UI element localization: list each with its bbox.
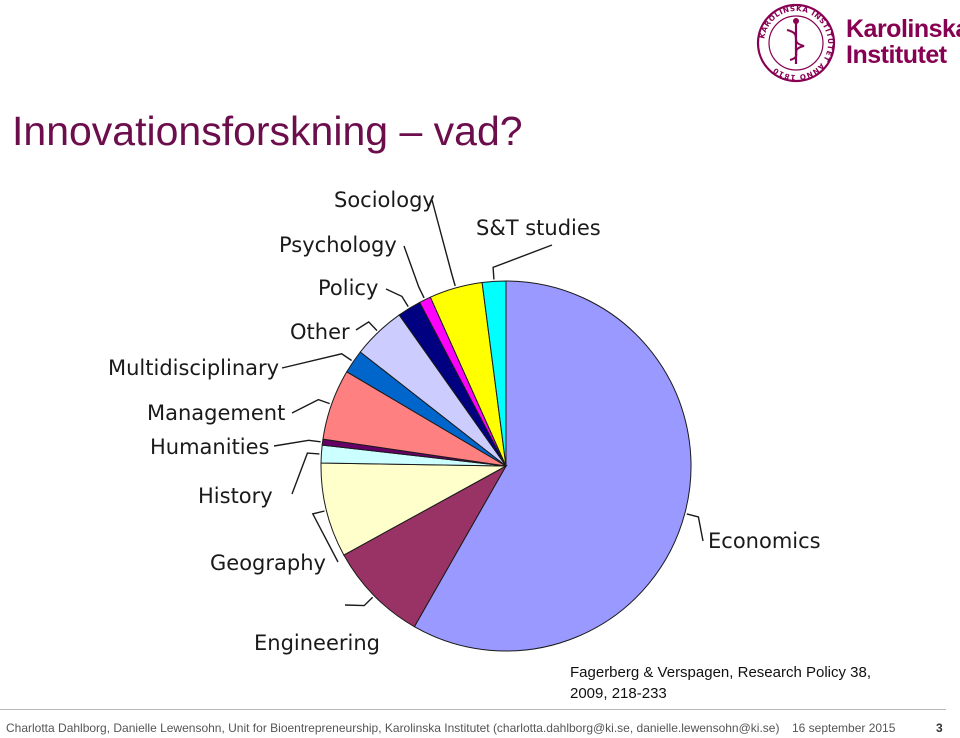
pie-slice-economics — [413, 280, 692, 652]
leader-line-s-t-studies — [492, 244, 553, 280]
pie-slice-geography — [320, 462, 508, 556]
leader-line-policy — [385, 288, 409, 307]
leader-line-geography — [311, 510, 339, 563]
pie-label-economics: Economics — [708, 529, 821, 553]
leader-line-psychology — [403, 245, 425, 299]
leader-line-other — [355, 321, 378, 332]
pie-label-engineering: Engineering — [254, 631, 380, 655]
pie-label-geography: Geography — [210, 551, 326, 575]
seal-icon: KAROLINSKA INSTITUTET ANNO 1810 — [756, 4, 836, 83]
footer-divider — [0, 709, 946, 710]
leader-line-sociology — [431, 199, 456, 287]
logo-wordmark-line2: Institutet — [846, 41, 947, 69]
leader-line-economics — [686, 513, 704, 542]
slide-title: Innovationsforskning – vad? — [12, 108, 523, 154]
leader-line-management — [291, 398, 330, 414]
citation-line-2: 2009, 218-233 — [570, 685, 667, 702]
pie-label-history: History — [198, 484, 273, 508]
footer-authors: Charlotta Dahlborg, Danielle Lewensohn, … — [6, 721, 780, 735]
pie-label-psychology: Psychology — [279, 233, 397, 257]
footer-date: 16 september 2015 — [792, 721, 896, 735]
karolinska-logo: KAROLINSKA INSTITUTET ANNO 1810 Karolins… — [754, 2, 960, 84]
logo-wordmark-line1: Karolinska — [846, 15, 960, 43]
leader-line-humanities — [273, 439, 321, 447]
leader-line-history — [291, 452, 320, 495]
pie-label-management: Management — [147, 401, 285, 425]
page-number: 3 — [936, 721, 943, 735]
citation-line-1: Fagerberg & Verspagen, Research Policy 3… — [570, 664, 872, 681]
pie-leader-lines — [273, 199, 704, 607]
pie-label-policy: Policy — [318, 276, 378, 300]
pie-labels: Economics Engineering Geography History Huma… — [108, 188, 821, 655]
pie-label-s-t-studies: S&T studies — [476, 216, 601, 240]
pie-label-sociology: Sociology — [334, 188, 435, 212]
pie-slice-engineering — [343, 464, 508, 628]
pie-slice-s-t-studies — [481, 280, 507, 467]
citation: Fagerberg & Verspagen, Research Policy 3… — [570, 662, 940, 704]
pie-label-other: Other — [290, 320, 350, 344]
pie-slices — [320, 280, 692, 652]
leader-line-multidisciplinary — [281, 353, 352, 369]
pie-chart: Economics Engineering Geography History Huma… — [108, 188, 821, 655]
pie-label-humanities: Humanities — [150, 435, 270, 459]
pie-label-multidisciplinary: Multidisciplinary — [108, 356, 279, 380]
leader-line-engineering — [344, 596, 374, 607]
